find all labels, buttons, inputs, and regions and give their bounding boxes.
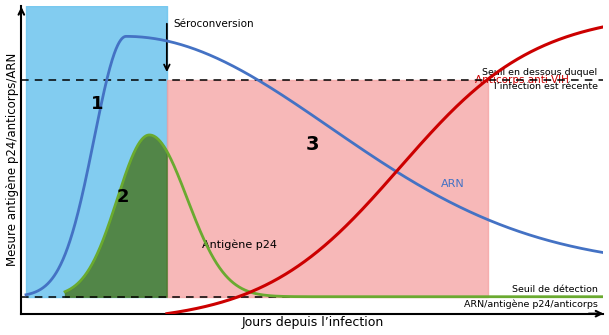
Text: ARN/antigène p24/anticorps: ARN/antigène p24/anticorps <box>463 299 597 309</box>
Text: l’infection est récente: l’infection est récente <box>494 82 597 91</box>
Text: Séroconversion: Séroconversion <box>174 19 255 29</box>
X-axis label: Jours depuis l’infection: Jours depuis l’infection <box>241 317 384 329</box>
Text: Seuil de détection: Seuil de détection <box>512 285 597 294</box>
Text: 2: 2 <box>117 188 130 206</box>
Y-axis label: Mesure antigène p24/anticorps/ARN: Mesure antigène p24/anticorps/ARN <box>5 53 18 266</box>
Text: Anticorps anti-VIH: Anticorps anti-VIH <box>476 75 569 85</box>
Text: 1: 1 <box>91 95 104 113</box>
Text: Seuil en dessous duquel: Seuil en dessous duquel <box>482 68 597 77</box>
Text: 3: 3 <box>306 135 319 154</box>
Text: Antigène p24: Antigène p24 <box>202 240 276 250</box>
Text: ARN: ARN <box>440 180 464 189</box>
